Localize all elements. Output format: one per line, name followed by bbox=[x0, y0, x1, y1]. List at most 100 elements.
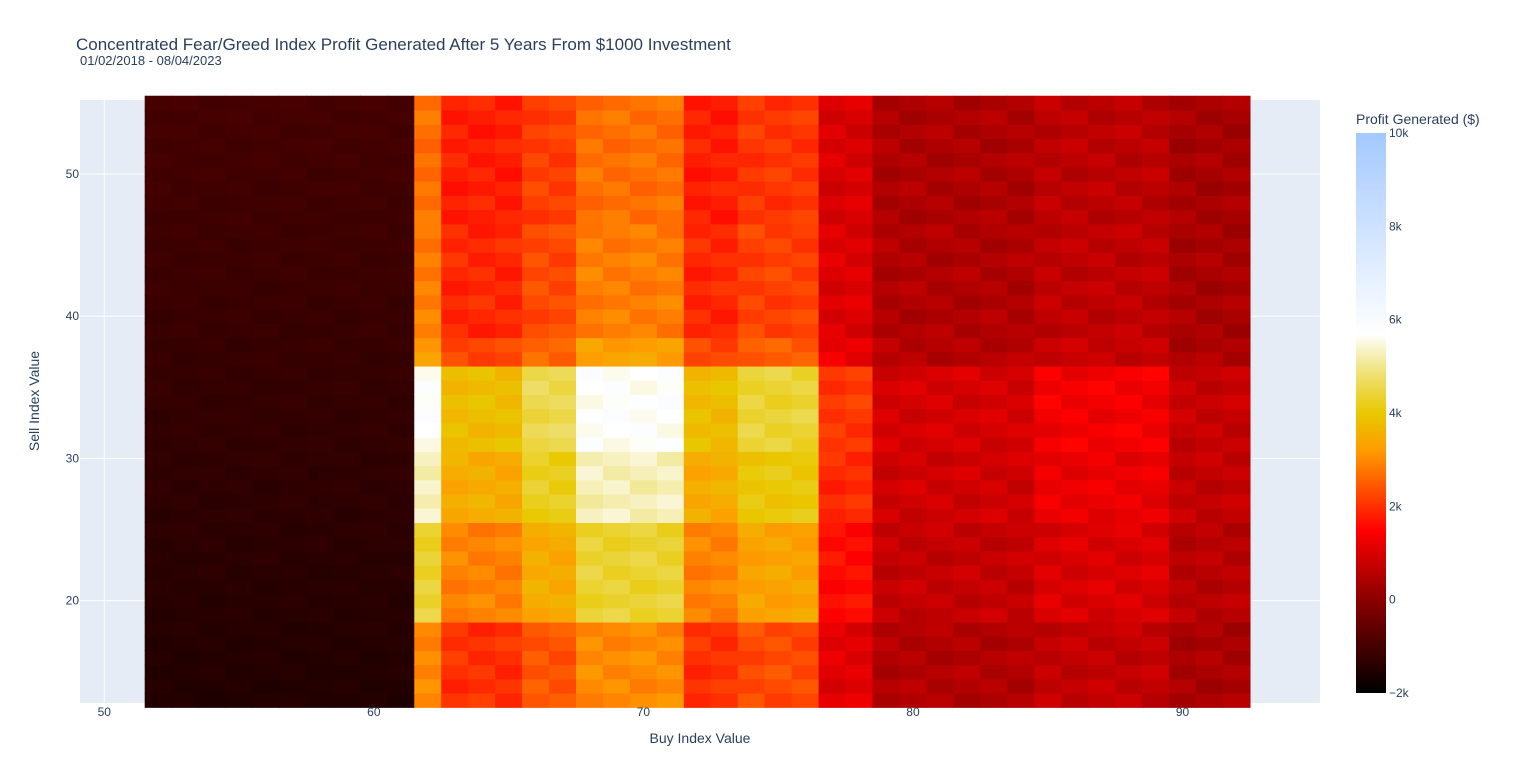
heatmap-cell bbox=[198, 109, 227, 125]
heatmap-cell bbox=[1115, 650, 1143, 666]
heatmap-cell bbox=[872, 493, 901, 509]
heatmap-cell bbox=[1169, 479, 1197, 495]
heatmap-cell bbox=[737, 237, 766, 253]
heatmap-cell bbox=[872, 451, 901, 467]
heatmap-cell bbox=[171, 124, 200, 139]
heatmap-cell bbox=[468, 465, 496, 481]
heatmap-cell bbox=[171, 650, 200, 666]
heatmap-cell bbox=[899, 437, 928, 452]
heatmap-cell bbox=[872, 195, 901, 211]
heatmap-cell bbox=[279, 280, 308, 296]
heatmap-cell bbox=[926, 650, 954, 666]
heatmap-cell bbox=[252, 237, 281, 253]
heatmap-cell bbox=[441, 636, 469, 651]
heatmap-cell bbox=[495, 309, 523, 324]
heatmap-cell bbox=[1088, 621, 1116, 637]
heatmap-cell bbox=[818, 565, 847, 580]
heatmap-cell bbox=[602, 152, 631, 168]
heatmap-cell bbox=[387, 266, 415, 282]
heatmap-cell bbox=[953, 181, 981, 196]
heatmap-cell bbox=[144, 195, 173, 211]
heatmap-cell bbox=[710, 465, 739, 481]
heatmap-cell bbox=[1169, 109, 1197, 125]
heatmap-cell bbox=[656, 678, 685, 694]
heatmap-cell bbox=[683, 565, 712, 580]
heatmap-cell bbox=[1088, 223, 1116, 239]
heatmap-cell bbox=[1169, 465, 1197, 481]
heatmap-cell bbox=[576, 380, 604, 395]
heatmap-cell bbox=[899, 593, 928, 609]
heatmap-cell bbox=[683, 209, 712, 225]
heatmap-cell bbox=[1034, 422, 1062, 438]
heatmap-cell bbox=[279, 465, 308, 481]
heatmap-cell bbox=[1169, 95, 1197, 111]
heatmap-cell bbox=[576, 323, 604, 339]
heatmap-cell bbox=[495, 152, 523, 168]
heatmap-cell bbox=[791, 451, 820, 467]
heatmap-cell bbox=[1222, 493, 1251, 509]
heatmap-cell bbox=[495, 337, 523, 353]
heatmap-cell bbox=[225, 664, 254, 680]
heatmap-cell bbox=[225, 550, 254, 566]
heatmap-cell bbox=[1169, 195, 1197, 211]
heatmap-cell bbox=[737, 536, 766, 552]
heatmap-cell bbox=[198, 422, 227, 438]
heatmap-cell bbox=[1169, 565, 1197, 580]
heatmap-cell bbox=[737, 337, 766, 353]
heatmap-cell bbox=[926, 550, 954, 566]
heatmap-cell bbox=[683, 309, 712, 324]
heatmap-cell bbox=[764, 95, 793, 111]
heatmap-cell bbox=[441, 493, 469, 509]
heatmap-cell bbox=[656, 138, 685, 154]
heatmap-cell bbox=[899, 309, 928, 324]
heatmap-cell bbox=[683, 195, 712, 211]
heatmap-cell bbox=[1196, 437, 1224, 452]
heatmap-cell bbox=[926, 437, 954, 452]
heatmap-cell bbox=[1061, 266, 1089, 282]
heatmap-cell bbox=[710, 166, 739, 182]
heatmap-cell bbox=[629, 465, 658, 481]
heatmap-cell bbox=[144, 209, 173, 225]
heatmap-cell bbox=[818, 109, 847, 125]
heatmap-cell bbox=[737, 437, 766, 452]
heatmap-cell bbox=[576, 351, 604, 367]
heatmap-cell bbox=[468, 621, 496, 637]
heatmap-cell bbox=[791, 678, 820, 694]
heatmap-cell bbox=[468, 138, 496, 154]
heatmap-cell bbox=[279, 579, 308, 595]
heatmap-cell bbox=[1034, 124, 1062, 139]
heatmap-cell bbox=[710, 109, 739, 125]
heatmap-cell bbox=[656, 152, 685, 168]
heatmap-cell bbox=[1142, 621, 1170, 637]
heatmap-cell bbox=[1222, 365, 1251, 381]
heatmap-cell bbox=[1088, 650, 1116, 666]
heatmap-cell bbox=[495, 451, 523, 467]
heatmap-cell bbox=[468, 650, 496, 666]
heatmap-cell bbox=[1007, 408, 1035, 424]
heatmap-cell bbox=[576, 536, 604, 552]
heatmap-cell bbox=[576, 650, 604, 666]
heatmap-cell bbox=[252, 550, 281, 566]
heatmap-cell bbox=[360, 124, 388, 139]
heatmap-cell bbox=[171, 323, 200, 339]
heatmap-cell bbox=[1007, 109, 1035, 125]
heatmap-cell bbox=[279, 109, 308, 125]
heatmap-cell bbox=[926, 337, 954, 353]
y-tick-label: 40 bbox=[66, 309, 80, 323]
heatmap-cell bbox=[629, 636, 658, 651]
heatmap-cell bbox=[279, 152, 308, 168]
heatmap-cell bbox=[683, 380, 712, 395]
heatmap-cell bbox=[495, 508, 523, 523]
heatmap-cell bbox=[1061, 195, 1089, 211]
heatmap-cell bbox=[171, 621, 200, 637]
heatmap-cell bbox=[1088, 465, 1116, 481]
heatmap-cell bbox=[872, 579, 901, 595]
heatmap-cell bbox=[953, 394, 981, 410]
heatmap-cell bbox=[441, 351, 469, 367]
heatmap-cell bbox=[602, 522, 631, 538]
heatmap-cell bbox=[791, 309, 820, 324]
heatmap-cell bbox=[225, 650, 254, 666]
heatmap-cell bbox=[360, 550, 388, 566]
heatmap-cell bbox=[818, 138, 847, 154]
heatmap-cell bbox=[764, 252, 793, 267]
